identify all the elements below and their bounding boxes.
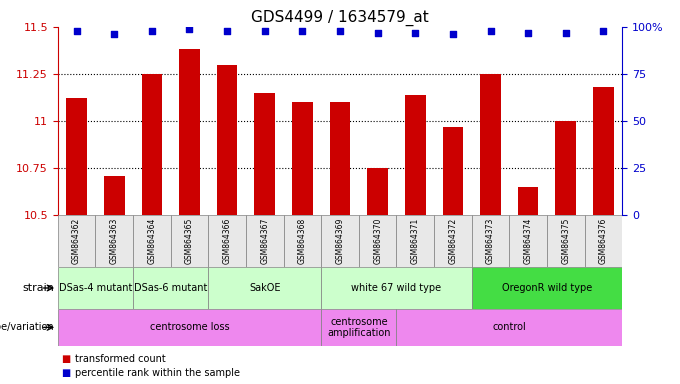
Bar [179,50,200,215]
FancyBboxPatch shape [321,309,396,346]
FancyBboxPatch shape [95,215,133,267]
Point [485,28,496,34]
FancyBboxPatch shape [208,267,321,309]
FancyBboxPatch shape [509,215,547,267]
FancyBboxPatch shape [472,267,622,309]
Text: GSM864370: GSM864370 [373,218,382,264]
FancyBboxPatch shape [359,215,396,267]
Text: GSM864375: GSM864375 [561,218,571,264]
Point [109,31,120,38]
Bar [217,65,237,215]
FancyBboxPatch shape [58,267,133,309]
Text: GSM864368: GSM864368 [298,218,307,264]
FancyBboxPatch shape [321,215,359,267]
Point [447,31,458,38]
Point [335,28,345,34]
Text: ■: ■ [61,354,71,364]
Text: GSM864376: GSM864376 [599,218,608,264]
Text: GSM864369: GSM864369 [335,218,345,264]
Bar [593,87,614,215]
FancyBboxPatch shape [472,215,509,267]
Text: SakOE: SakOE [249,283,280,293]
FancyBboxPatch shape [284,215,321,267]
Text: GSM864362: GSM864362 [72,218,81,264]
Point [560,30,571,36]
Bar [480,74,501,215]
FancyBboxPatch shape [208,215,246,267]
Text: white 67 wild type: white 67 wild type [352,283,441,293]
Point [410,30,421,36]
Bar [517,187,539,215]
Text: centrosome loss: centrosome loss [150,322,229,333]
Bar [254,93,275,215]
Point [71,28,82,34]
Text: DSas-4 mutant: DSas-4 mutant [58,283,132,293]
Text: control: control [492,322,526,333]
Text: GSM864367: GSM864367 [260,218,269,264]
Text: ■: ■ [61,368,71,378]
FancyBboxPatch shape [585,215,622,267]
Text: OregonR wild type: OregonR wild type [502,283,592,293]
Point [372,30,383,36]
Text: GSM864371: GSM864371 [411,218,420,264]
Point [222,28,233,34]
FancyBboxPatch shape [133,215,171,267]
Bar [443,127,463,215]
Text: GSM864373: GSM864373 [486,218,495,264]
Bar [405,94,426,215]
Text: genotype/variation: genotype/variation [0,322,54,333]
Bar [556,121,576,215]
FancyBboxPatch shape [396,309,622,346]
Bar [330,102,350,215]
Text: DSas-6 mutant: DSas-6 mutant [134,283,207,293]
FancyBboxPatch shape [58,215,95,267]
FancyBboxPatch shape [321,267,472,309]
FancyBboxPatch shape [246,215,284,267]
FancyBboxPatch shape [171,215,208,267]
Point [598,28,609,34]
Bar [367,168,388,215]
FancyBboxPatch shape [133,267,208,309]
Point [146,28,157,34]
Point [297,28,308,34]
Text: strain: strain [22,283,54,293]
Text: GSM864364: GSM864364 [148,218,156,264]
Text: GSM864365: GSM864365 [185,218,194,264]
Bar [292,102,313,215]
FancyBboxPatch shape [434,215,472,267]
FancyBboxPatch shape [547,215,585,267]
Text: percentile rank within the sample: percentile rank within the sample [75,368,240,378]
Text: GSM864366: GSM864366 [222,218,232,264]
FancyBboxPatch shape [58,309,321,346]
Text: GSM864372: GSM864372 [448,218,458,264]
Text: GSM864363: GSM864363 [109,218,119,264]
Text: centrosome
amplification: centrosome amplification [327,316,390,338]
Point [184,26,195,32]
FancyBboxPatch shape [396,215,434,267]
Title: GDS4499 / 1634579_at: GDS4499 / 1634579_at [251,9,429,25]
Bar [104,175,124,215]
Point [259,28,270,34]
Bar [66,98,87,215]
Text: transformed count: transformed count [75,354,165,364]
Bar [141,74,163,215]
Point [523,30,534,36]
Text: GSM864374: GSM864374 [524,218,532,264]
